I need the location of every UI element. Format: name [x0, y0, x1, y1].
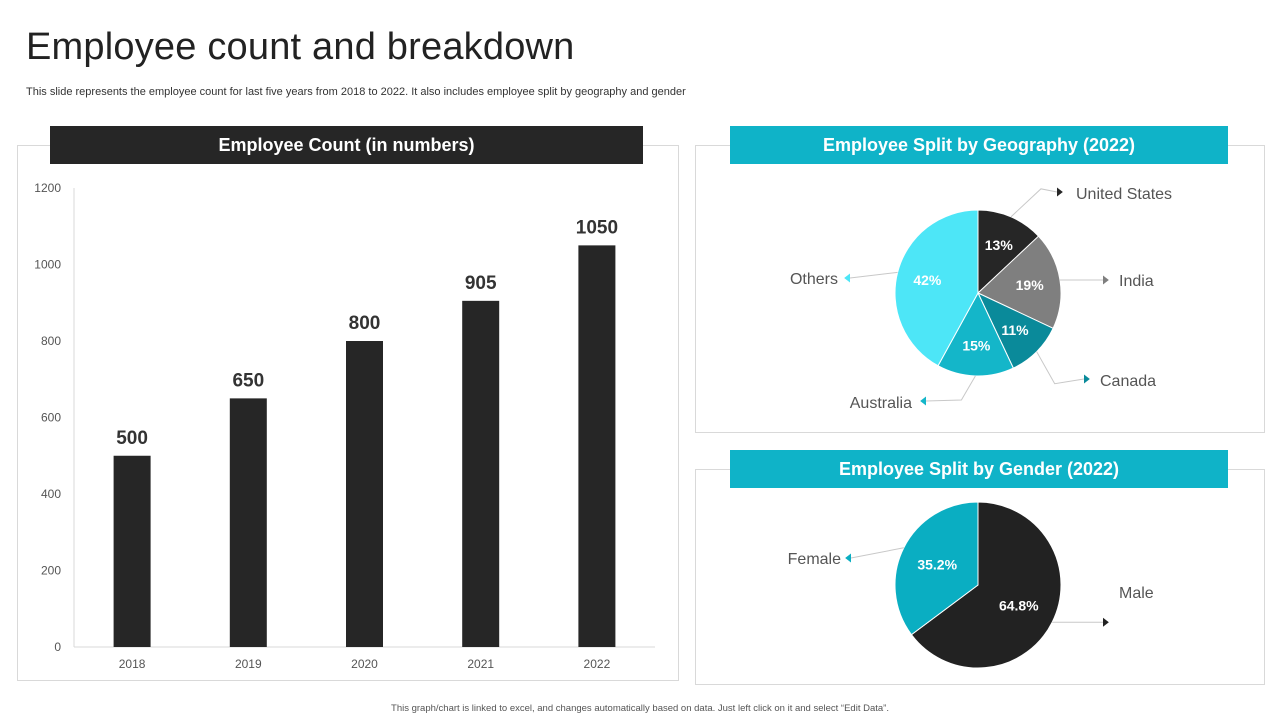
- bar-data-label: 1050: [576, 217, 618, 238]
- x-tick-label: 2020: [351, 657, 378, 671]
- y-tick-label: 1200: [34, 181, 61, 195]
- leader-arrow-icon: [844, 273, 850, 283]
- slice-percent-label: 35.2%: [917, 557, 957, 573]
- geo-pie-chart[interactable]: 13% 19% 11% 15% 42% United States India Canada A…: [695, 145, 1263, 431]
- x-tick-label: 2019: [235, 657, 262, 671]
- x-tick-label: 2022: [584, 657, 611, 671]
- leader-arrow-icon: [1084, 374, 1090, 384]
- bar: [578, 245, 616, 647]
- bar-chart-title: Employee Count (in numbers): [50, 126, 643, 164]
- page-title: Employee count and breakdown: [26, 26, 575, 68]
- slice-percent-label: 19%: [1016, 277, 1045, 293]
- leader-arrow-icon: [845, 553, 851, 563]
- pie-category-label: Canada: [1100, 373, 1156, 390]
- bar: [113, 455, 151, 647]
- pie-slice: [977, 209, 1040, 295]
- slice-percent-label: 11%: [1001, 322, 1029, 338]
- y-tick-label: 800: [41, 334, 61, 348]
- leader-arrow-icon: [1103, 617, 1109, 627]
- bar-data-label: 905: [465, 273, 497, 294]
- pie-slice: [910, 501, 1062, 669]
- gender-pie-chart[interactable]: 64.8% 35.2% Male Female: [695, 469, 1263, 683]
- x-tick-label: 2018: [119, 657, 146, 671]
- x-tick-label: 2021: [467, 657, 494, 671]
- pie-category-label: Female: [788, 551, 841, 568]
- leader-line: [850, 547, 904, 559]
- pie-slice: [894, 209, 979, 367]
- slice-percent-label: 64.8%: [999, 597, 1039, 613]
- leader-line: [925, 375, 976, 402]
- pie-category-label: Others: [790, 271, 838, 288]
- leader-arrow-icon: [920, 396, 926, 406]
- pie-category-label: Male: [1119, 585, 1154, 602]
- geo-chart-title: Employee Split by Geography (2022): [730, 126, 1228, 164]
- bar-data-label: 650: [232, 370, 264, 391]
- bar: [462, 300, 500, 647]
- leader-arrow-icon: [1103, 275, 1109, 285]
- y-tick-label: 1000: [34, 258, 61, 272]
- pie-category-label: India: [1119, 273, 1154, 290]
- pie-slice: [937, 291, 1015, 377]
- y-tick-label: 200: [41, 564, 61, 578]
- bar: [229, 398, 267, 647]
- bar-chart[interactable]: 0 200 400 600 800 1000 1200 500 2018 650 2019 800 20…: [17, 145, 677, 679]
- bar: [346, 341, 383, 647]
- leader-line: [1036, 351, 1085, 385]
- bar-data-label: 800: [349, 313, 381, 334]
- y-tick-label: 600: [41, 411, 61, 425]
- page-subtitle: This slide represents the employee count…: [26, 86, 686, 98]
- gender-chart-title: Employee Split by Gender (2022): [730, 450, 1228, 488]
- leader-arrow-icon: [1057, 187, 1063, 197]
- slice-percent-label: 42%: [913, 272, 942, 288]
- footer-note: This graph/chart is linked to excel, and…: [391, 703, 889, 714]
- leader-line: [849, 271, 898, 279]
- leader-line: [1010, 188, 1058, 218]
- pie-slice: [894, 501, 979, 636]
- y-tick-label: 0: [54, 640, 61, 654]
- y-tick-label: 400: [41, 487, 61, 501]
- bar-data-label: 500: [116, 428, 148, 449]
- slice-percent-label: 15%: [962, 337, 991, 353]
- pie-category-label: Australia: [850, 395, 912, 412]
- pie-category-label: United States: [1076, 186, 1172, 203]
- slice-percent-label: 13%: [985, 237, 1014, 253]
